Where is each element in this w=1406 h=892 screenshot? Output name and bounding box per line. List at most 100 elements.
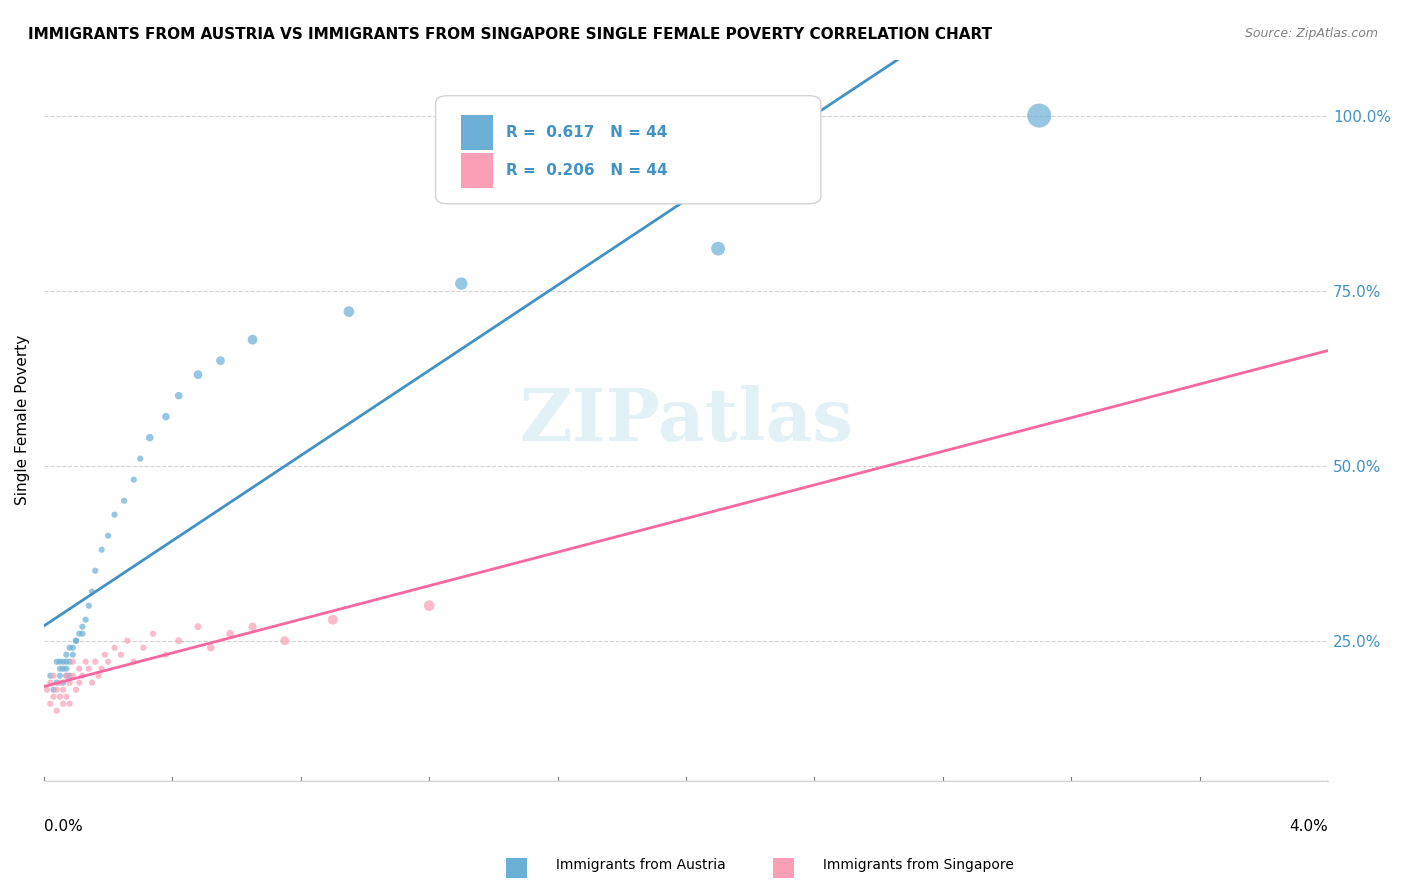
Point (45, 704, 67, 718)
Point (139, 431, 162, 445)
Point (90, 662, 112, 676)
Point (67, 675, 90, 690)
FancyBboxPatch shape (461, 115, 494, 150)
Point (84, 655, 107, 669)
Point (72, 620, 94, 634)
Point (52, 675, 75, 690)
Point (167, 633, 190, 648)
Point (42, 690, 65, 704)
Text: 4.0%: 4.0% (1289, 819, 1329, 834)
Point (52, 682, 75, 697)
Point (97, 655, 120, 669)
Text: Immigrants from Singapore: Immigrants from Singapore (801, 858, 1014, 872)
Point (45, 675, 67, 690)
Point (80, 584, 103, 599)
Text: 0.0%: 0.0% (44, 819, 83, 834)
Point (200, 640, 222, 655)
Point (418, 599, 440, 613)
Point (49, 662, 72, 676)
Point (84, 564, 107, 578)
Point (242, 620, 264, 634)
Point (49, 655, 72, 669)
Point (55, 655, 77, 669)
Point (72, 669, 94, 683)
Point (55, 669, 77, 683)
Point (58, 697, 80, 711)
Point (155, 409, 177, 424)
Point (117, 633, 139, 648)
Point (103, 640, 125, 655)
Point (187, 620, 209, 634)
Point (155, 648, 177, 662)
Point (110, 648, 132, 662)
FancyBboxPatch shape (436, 95, 821, 204)
Point (55, 669, 77, 683)
Point (55, 662, 77, 676)
Point (167, 389, 190, 403)
Point (55, 648, 77, 662)
Point (42, 669, 65, 683)
Point (242, 333, 264, 347)
Point (52, 655, 75, 669)
Point (62, 655, 84, 669)
Text: Immigrants from Austria: Immigrants from Austria (534, 858, 725, 872)
Point (62, 648, 84, 662)
Point (187, 368, 209, 382)
Point (49, 669, 72, 683)
Point (72, 626, 94, 640)
Point (707, 242, 730, 256)
Point (42, 682, 65, 697)
Point (45, 682, 67, 697)
Point (129, 451, 152, 466)
Point (65, 633, 87, 648)
Text: ZIPatlas: ZIPatlas (519, 384, 853, 456)
Point (122, 473, 145, 487)
Point (39, 697, 62, 711)
Point (58, 675, 80, 690)
Point (103, 508, 125, 522)
Point (112, 493, 135, 508)
Point (49, 675, 72, 690)
Point (1028, 109, 1050, 123)
Point (337, 304, 360, 318)
Point (75, 655, 97, 669)
Point (65, 633, 87, 648)
Point (97, 529, 120, 543)
Point (58, 655, 80, 669)
Point (67, 662, 90, 676)
Point (65, 682, 87, 697)
Point (52, 662, 75, 676)
Point (39, 669, 62, 683)
Point (62, 640, 84, 655)
Point (87, 669, 110, 683)
Point (322, 613, 344, 627)
Point (94, 648, 117, 662)
Point (132, 640, 155, 655)
Point (122, 655, 145, 669)
Point (67, 626, 90, 640)
Point (450, 277, 472, 291)
Point (58, 640, 80, 655)
Point (142, 626, 165, 640)
Text: R =  0.617   N = 44: R = 0.617 N = 44 (506, 125, 668, 140)
Point (62, 669, 84, 683)
Point (45, 655, 67, 669)
Point (58, 669, 80, 683)
Point (90, 542, 112, 557)
Point (219, 626, 242, 640)
Point (77, 662, 100, 676)
Point (209, 353, 232, 368)
Text: Source: ZipAtlas.com: Source: ZipAtlas.com (1244, 27, 1378, 40)
Point (55, 690, 77, 704)
Point (35, 682, 58, 697)
Point (75, 613, 97, 627)
Text: R =  0.206   N = 44: R = 0.206 N = 44 (506, 163, 668, 178)
Y-axis label: Single Female Poverty: Single Female Poverty (15, 335, 30, 505)
Point (39, 675, 62, 690)
Point (273, 633, 295, 648)
FancyBboxPatch shape (461, 153, 494, 188)
Point (49, 690, 72, 704)
Text: IMMIGRANTS FROM AUSTRIA VS IMMIGRANTS FROM SINGAPORE SINGLE FEMALE POVERTY CORRE: IMMIGRANTS FROM AUSTRIA VS IMMIGRANTS FR… (28, 27, 993, 42)
Point (52, 697, 75, 711)
Point (77, 599, 100, 613)
